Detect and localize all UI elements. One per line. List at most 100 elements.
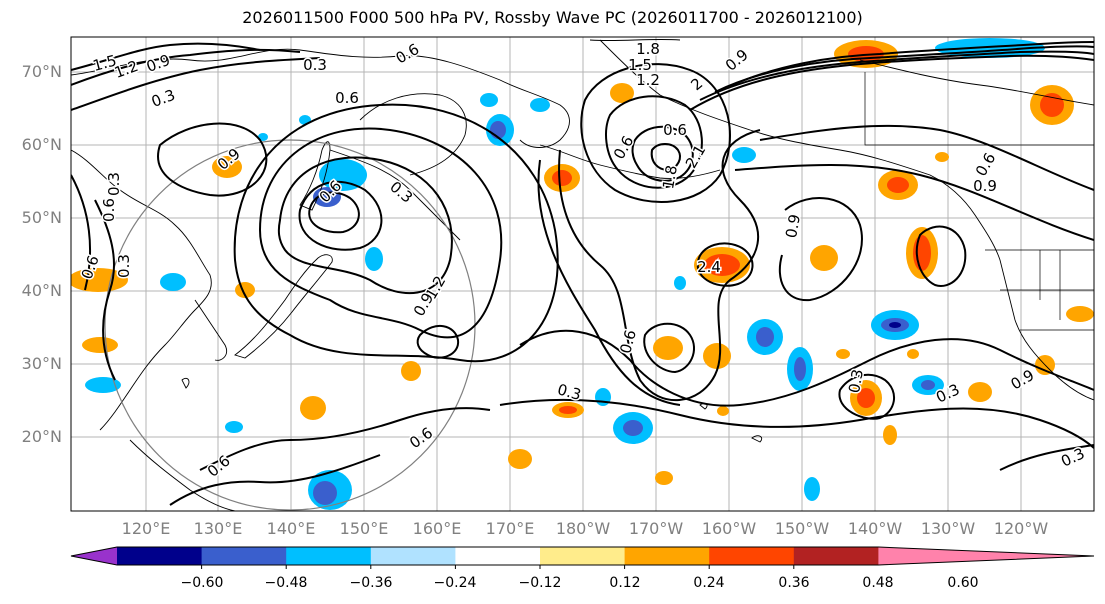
pv-contours — [71, 41, 1094, 506]
contour-label: 0.3 — [115, 254, 133, 278]
coastline-chukotka — [589, 38, 681, 42]
coastline-japan — [234, 254, 333, 359]
contour-label: 0.3 — [845, 368, 867, 395]
contour-0-9-low — [277, 156, 453, 294]
lon-label: 170°E — [485, 519, 535, 538]
lon-label: 150°W — [774, 519, 830, 538]
positive-anomaly-strong — [559, 406, 577, 414]
colorbar-swatch — [455, 547, 541, 565]
negative-anomaly — [530, 98, 550, 112]
contour-0-9-trough — [580, 63, 731, 203]
colorbar-extend-max — [878, 547, 1094, 565]
negative-anomaly-strong — [313, 481, 337, 505]
lon-label: 130°W — [920, 519, 976, 538]
colorbar-tick-label: 0.60 — [947, 575, 979, 591]
lon-label: 150°E — [339, 519, 389, 538]
positive-anomaly — [717, 406, 729, 416]
contour-label: 0.6 — [335, 89, 359, 107]
contour-label: 1.5 — [628, 56, 652, 74]
contour-1-2 — [71, 48, 301, 86]
colorbar-tick-label: 0.12 — [609, 575, 641, 591]
contour-0-3-se — [999, 444, 1094, 471]
contour-label: 1.2 — [636, 71, 660, 89]
contour-loop-east — [915, 225, 967, 287]
positive-anomaly — [1066, 306, 1094, 322]
contour-0-3-low — [233, 103, 559, 363]
negative-anomaly — [595, 388, 611, 406]
lon-label: 160°W — [701, 519, 757, 538]
lat-label: 20°N — [21, 427, 62, 446]
negative-anomaly-strong — [756, 327, 774, 347]
colorbar-tick-label: −0.48 — [264, 575, 308, 591]
contour-0-9-west — [71, 174, 92, 291]
contour-1-5-trough — [605, 95, 703, 189]
positive-anomaly — [810, 245, 838, 271]
negative-anomaly — [804, 477, 820, 501]
contour-2-1-trough — [631, 125, 694, 182]
contour-label: 0.9 — [973, 177, 997, 195]
positive-anomaly — [836, 349, 850, 359]
positive-anomaly — [401, 361, 421, 381]
contour-label: 2.4 — [697, 258, 721, 276]
contour-0-6-trough — [558, 129, 761, 402]
map-frame — [70, 36, 1095, 512]
contour-label: 0.6 — [100, 198, 118, 222]
contour-0-6-sw — [169, 454, 381, 506]
contour-0-9-north — [759, 124, 1094, 191]
positive-anomaly — [655, 471, 673, 485]
lon-label: 140°E — [266, 519, 316, 538]
lon-label: 160°E — [412, 519, 462, 538]
contour-0-6-north — [734, 164, 1094, 241]
colorbar-swatch — [540, 547, 626, 565]
colorbar-swatch — [286, 547, 372, 565]
positive-anomaly-strong — [857, 388, 875, 408]
colorbar-swatch — [624, 547, 710, 565]
contour-jet-2 — [699, 50, 1094, 101]
positive-anomaly — [212, 156, 242, 178]
colorbar-tick-label: 0.24 — [693, 575, 725, 591]
colorbar-extend-min — [71, 547, 117, 565]
lon-label: 180°W — [555, 519, 611, 538]
contour-0-9-east — [696, 242, 754, 287]
contour-label: 1.5 — [91, 51, 119, 75]
contour-0-3-trough — [537, 159, 681, 406]
colorbar-swatch — [201, 547, 287, 565]
colorbar-swatch — [793, 547, 879, 565]
contour-jet-3 — [714, 45, 1094, 93]
contour-0-6-loop — [157, 122, 268, 197]
contour-0-9-cutoff — [643, 322, 695, 374]
coastline-asia-east — [71, 149, 212, 431]
lat-label: 30°N — [21, 354, 62, 373]
colorbar-tick-label: −0.36 — [349, 575, 393, 591]
colorbar-swatch — [370, 547, 456, 565]
positive-anomaly — [968, 382, 992, 402]
graticule — [71, 37, 1094, 511]
negative-anomaly — [160, 273, 186, 291]
colorbar-tick-label: −0.60 — [180, 575, 224, 591]
negative-anomaly — [225, 421, 243, 433]
negative-anomaly-strong — [623, 420, 643, 436]
negative-anomaly-strong — [921, 380, 935, 390]
contour-0-3-sw — [199, 407, 491, 471]
contour-label: 1.8 — [636, 40, 660, 58]
contour-0-6 — [71, 57, 321, 111]
positive-anomaly — [610, 83, 634, 103]
colorbar-tick-label: −0.12 — [518, 575, 562, 591]
contour-1-5-low — [308, 191, 360, 234]
negative-anomaly — [299, 115, 311, 125]
positive-anomaly-strong — [552, 170, 572, 186]
positive-anomaly-strong — [1040, 93, 1064, 117]
coastline-sakhalin — [299, 141, 331, 211]
lon-label: 120°E — [121, 519, 171, 538]
colorbar-outline — [70, 546, 1095, 566]
negative-anomaly-max — [889, 322, 901, 328]
contour-1-5 — [71, 42, 261, 71]
contour-0-3-subtropic — [499, 398, 1094, 449]
contour-0-3-south — [519, 329, 1094, 407]
contour-label: 1.8 — [659, 164, 681, 191]
coastline-korea — [194, 299, 227, 361]
negative-anomaly — [365, 247, 383, 271]
positive-anomaly — [883, 425, 897, 445]
positive-anomaly-strong — [913, 235, 931, 271]
lon-label: 140°W — [847, 519, 903, 538]
